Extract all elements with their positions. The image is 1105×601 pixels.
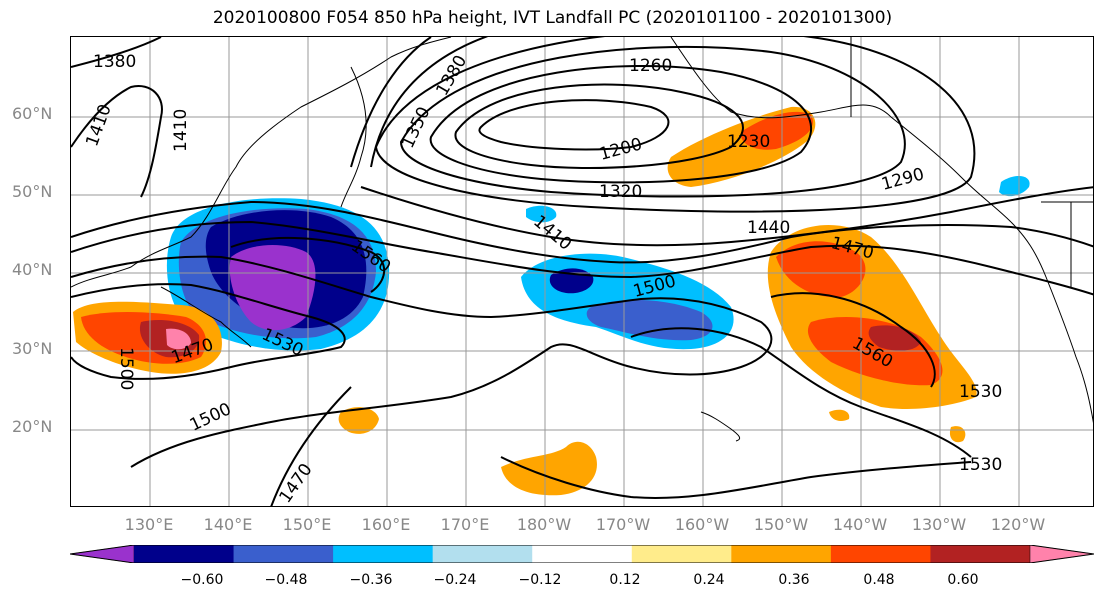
colorbar-segment xyxy=(830,545,931,563)
colorbar-extend-max xyxy=(1029,545,1094,563)
contour-1230 xyxy=(454,83,744,169)
contour-1410-west xyxy=(71,85,163,198)
lon-label-180w: 180°W xyxy=(516,515,572,534)
contour-label-1260: 1260 xyxy=(629,56,672,76)
colorbar-tick-6: 0.12 xyxy=(609,572,641,588)
contour-label-1230: 1230 xyxy=(727,132,770,152)
contour-label-1500-far-west: 1500 xyxy=(116,347,136,390)
colorbar-segment xyxy=(233,545,334,563)
contour-label-1530-ocean: 1530 xyxy=(959,382,1002,402)
ivt-shade-alaska-red xyxy=(740,111,813,150)
lon-label-150e: 150°E xyxy=(282,515,332,534)
contour-1260 xyxy=(429,64,813,184)
lat-label-40n: 40°N xyxy=(12,260,53,279)
lon-label-140e: 140°E xyxy=(203,515,253,534)
contour-1470-north xyxy=(71,220,1093,296)
contour-1410-mid xyxy=(360,186,1093,247)
colorbar-tick-5: −0.12 xyxy=(518,572,562,588)
contour-1470-south xyxy=(270,386,352,506)
colorbar-tick-1: −0.60 xyxy=(180,572,224,588)
ivt-shade-small-blue-1 xyxy=(526,205,557,223)
contour-1500 xyxy=(71,255,773,468)
ivt-shade-south-orange-4 xyxy=(949,426,966,443)
contour-1530-south xyxy=(500,456,972,499)
lat-label-50n: 50°N xyxy=(12,182,53,201)
lon-label-170e: 170°E xyxy=(440,515,490,534)
coast-alaska xyxy=(670,37,1012,223)
colorbar-segments xyxy=(70,545,1094,563)
colorbar-segment xyxy=(631,545,732,563)
contour-1530-east xyxy=(630,327,972,458)
coast-asia xyxy=(71,37,452,288)
colorbar-segment xyxy=(930,545,1031,563)
colorbar-segment xyxy=(333,545,434,563)
lon-label-160e: 160°E xyxy=(361,515,411,534)
colorbar-tick-3: −0.36 xyxy=(349,572,393,588)
contour-label-1380-east: 1380 xyxy=(432,52,471,99)
colorbar-segment xyxy=(731,545,832,563)
contour-label-1200: 1200 xyxy=(597,134,644,165)
contour-1560-east xyxy=(770,292,936,388)
contour-label-1290: 1290 xyxy=(879,164,926,195)
hawaii xyxy=(700,411,741,442)
map-panel: 1380 1380 1410 1410 1350 1260 1200 1230 … xyxy=(70,36,1094,507)
colorbar-tick-2: −0.48 xyxy=(264,572,308,588)
contour-label-1320: 1320 xyxy=(599,182,642,202)
colorbar xyxy=(70,545,1094,563)
lon-label-120w: 120°W xyxy=(990,515,1046,534)
lon-label-160w: 160°W xyxy=(674,515,730,534)
contour-1200 xyxy=(478,99,670,151)
colorbar-extend-min xyxy=(70,545,135,563)
lon-label-170w: 170°W xyxy=(595,515,651,534)
map-title: 2020100800 F054 850 hPa height, IVT Land… xyxy=(212,8,893,28)
contour-1530 xyxy=(71,283,346,380)
contour-label-1350: 1350 xyxy=(398,104,434,152)
lat-label-20n: 20°N xyxy=(12,417,53,436)
ivt-shade-west-pacific-core xyxy=(229,245,316,331)
lon-label-130w: 130°W xyxy=(911,515,967,534)
colorbar-segment xyxy=(134,545,235,563)
lon-label-140w: 140°W xyxy=(832,515,888,534)
ivt-shade-south-orange-3 xyxy=(829,409,850,421)
colorbar-tick-4: −0.24 xyxy=(433,572,477,588)
contour-1380-east xyxy=(350,37,432,168)
contour-1560-west xyxy=(230,236,386,293)
colorbar-tick-9: 0.48 xyxy=(863,572,895,588)
ivt-shade-japan-pink xyxy=(166,328,191,350)
ivt-shade-south-orange-2 xyxy=(338,407,379,434)
ivt-shade-small-blue-2 xyxy=(999,175,1030,197)
contour-1350 xyxy=(370,37,488,168)
contour-1320 xyxy=(374,37,976,213)
lat-label-30n: 30°N xyxy=(12,339,53,358)
contour-1290 xyxy=(399,45,906,198)
lon-label-150w: 150°W xyxy=(753,515,809,534)
contour-1440 xyxy=(71,200,1093,264)
contour-label-1380-west: 1380 xyxy=(93,52,136,72)
colorbar-segment xyxy=(432,545,533,563)
contour-label-1530-bottom: 1530 xyxy=(959,455,1002,475)
colorbar-tick-8: 0.36 xyxy=(778,572,810,588)
coast-north-america xyxy=(1010,221,1093,424)
colorbar-tick-7: 0.24 xyxy=(693,572,725,588)
colorbar-tick-10: 0.60 xyxy=(947,572,979,588)
ivt-shade-east-pacific-red xyxy=(776,241,866,298)
coast-japan xyxy=(160,286,252,348)
map-canvas: 1380 1380 1410 1410 1350 1260 1200 1230 … xyxy=(71,37,1093,506)
lat-label-60n: 60°N xyxy=(12,104,53,123)
contour-label-1410-inner: 1410 xyxy=(171,109,191,152)
ivt-shade-south-orange-1 xyxy=(501,441,597,496)
coast-kamchatka xyxy=(340,66,367,208)
colorbar-segment xyxy=(532,545,633,563)
contour-1380-west xyxy=(71,37,162,68)
contour-label-1440: 1440 xyxy=(747,218,790,238)
ivt-shade-central-pacific-mid xyxy=(586,299,713,341)
lon-label-130e: 130°E xyxy=(124,515,174,534)
height-contours xyxy=(71,37,1093,506)
